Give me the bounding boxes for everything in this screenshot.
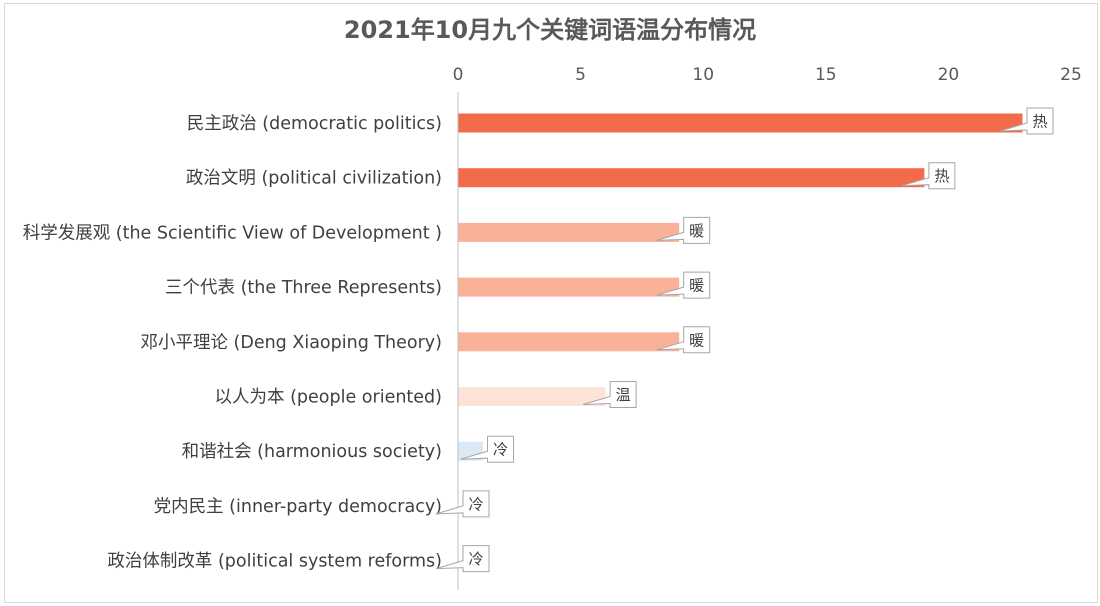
data-label-callout: [656, 326, 711, 354]
data-label-callout: [582, 381, 637, 408]
bar: [458, 332, 680, 352]
category-label: 民主政治 (democratic politics): [187, 114, 442, 134]
data-label-callout: [460, 435, 515, 463]
data-label: 暖: [689, 331, 704, 349]
data-label-callout: [656, 271, 711, 299]
x-tick-label: 20: [938, 65, 960, 85]
category-label: 政治文明 (political civilization): [186, 169, 442, 189]
bar: [458, 277, 680, 297]
data-label-callout: [435, 490, 490, 518]
chart-title: 2021年10月九个关键词语温分布情况: [344, 16, 756, 44]
data-label: 冷: [468, 550, 483, 568]
data-label: 冷: [493, 441, 508, 459]
data-label-callout: [656, 216, 711, 244]
data-label: 热: [934, 167, 949, 185]
x-tick-label: 0: [453, 65, 464, 85]
bar: [458, 387, 606, 406]
category-label: 科学发展观 (the Scientific View of Developmen…: [23, 223, 442, 243]
category-label: 和谐社会 (harmonious society): [182, 442, 442, 462]
bar: [458, 113, 1023, 133]
data-label: 暖: [689, 222, 704, 240]
data-label-callout: [435, 545, 490, 573]
category-label: 政治体制改革 (political system reforms): [107, 552, 442, 572]
category-label: 邓小平理论 (Deng Xiaoping Theory): [140, 333, 442, 353]
data-label: 热: [1032, 113, 1047, 131]
data-label: 暖: [689, 277, 704, 295]
x-tick-label: 15: [815, 65, 837, 85]
bar: [458, 222, 680, 242]
category-label: 三个代表 (the Three Represents): [165, 278, 442, 298]
x-tick-label: 10: [692, 65, 714, 85]
data-label-callout: [901, 162, 956, 190]
data-label-callout: [999, 107, 1054, 135]
data-label: 冷: [468, 495, 483, 513]
data-label: 温: [616, 386, 631, 404]
x-tick-label: 5: [575, 65, 586, 85]
category-label: 以人为本 (people oriented): [215, 388, 442, 408]
bar: [458, 168, 925, 188]
category-label: 党内民主 (inner-party democracy): [154, 497, 442, 517]
x-tick-label: 25: [1060, 65, 1082, 85]
